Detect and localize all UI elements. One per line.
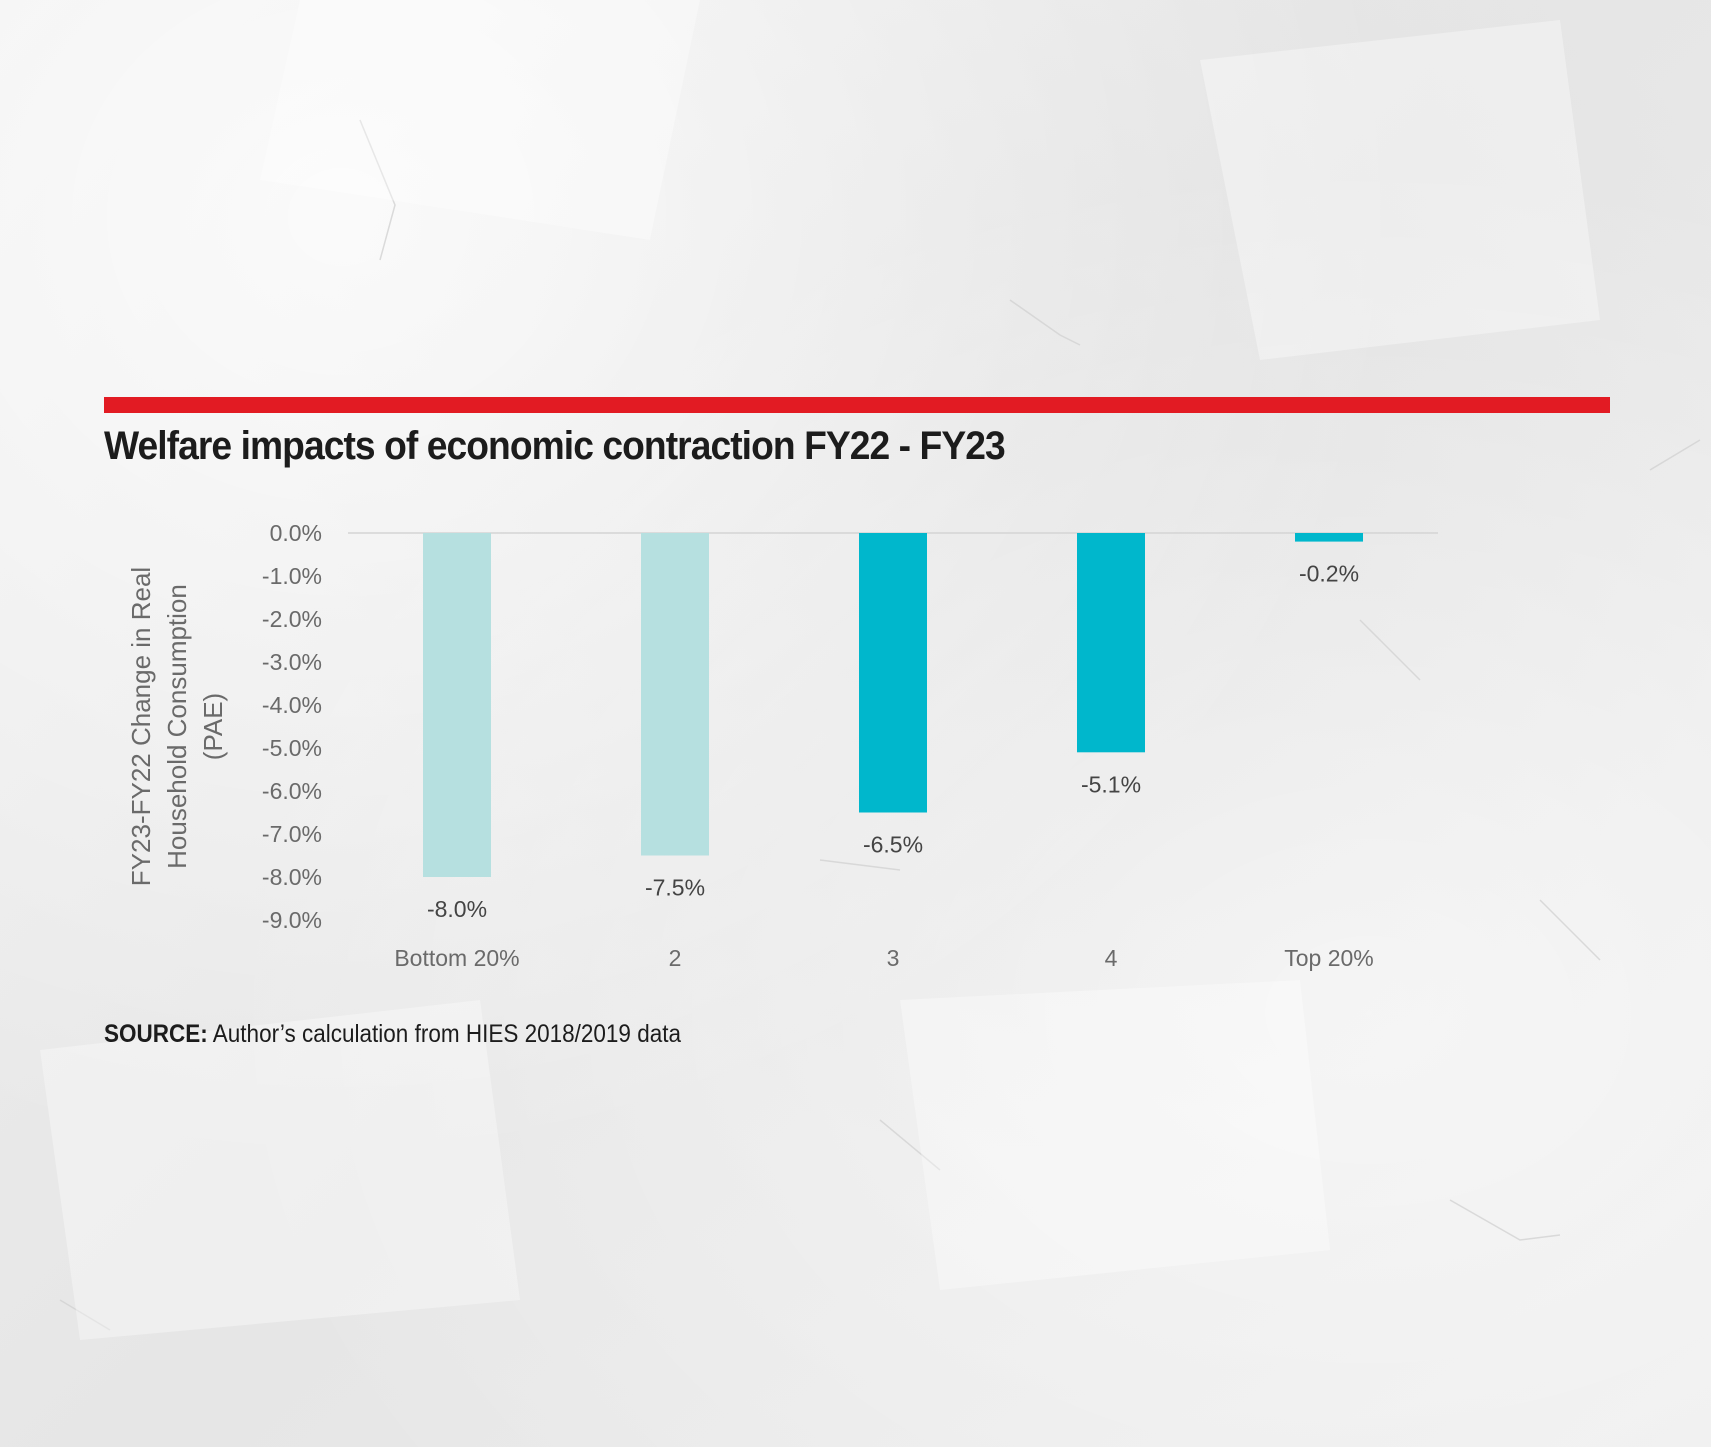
data-label: -7.5% [645,875,705,901]
y-tick-label: -1.0% [262,563,322,589]
source-text: Author’s calculation from HIES 2018/2019… [212,1020,681,1048]
bar [423,533,491,877]
y-tick-label: -9.0% [262,907,322,933]
y-tick-label: 0.0% [270,520,322,546]
x-tick-label: 2 [669,945,682,971]
y-tick-label: -8.0% [262,864,322,890]
data-label: -8.0% [427,896,487,922]
y-axis-title-line: (PAE) [198,693,228,760]
accent-rule [104,397,1610,413]
x-tick-label: Bottom 20% [394,945,519,971]
y-tick-label: -4.0% [262,692,322,718]
x-tick-label: 3 [887,945,900,971]
data-label: -6.5% [863,832,923,858]
y-axis-ticks: 0.0% -1.0% -2.0% -3.0% -4.0% -5.0% -6.0% -7.0% -… [262,520,322,933]
x-tick-label: 4 [1105,945,1118,971]
data-labels: -8.0% -7.5% -6.5% -5.1% -0.2% [427,561,1359,922]
y-axis-title-line: FY23-FY22 Change in Real [126,567,156,886]
x-axis-ticks: Bottom 20% 2 3 4 Top 20% [394,945,1373,971]
bar [1295,533,1363,542]
y-tick-label: -7.0% [262,821,322,847]
y-tick-label: -2.0% [262,606,322,632]
y-axis-label: FY23-FY22 Change in Real Household Consum… [126,567,228,886]
data-label: -5.1% [1081,771,1141,797]
bars [423,533,1363,877]
y-tick-label: -3.0% [262,649,322,675]
data-label: -0.2% [1299,561,1359,587]
bar [641,533,709,856]
bar [1077,533,1145,753]
y-tick-label: -5.0% [262,735,322,761]
bar [859,533,927,813]
source-note: SOURCE: Author’s calculation from HIES 2… [104,1020,681,1049]
chart-title: Welfare impacts of economic contraction … [104,424,1006,468]
y-axis-title-line: Household Consumption [162,584,192,869]
source-label: SOURCE: [104,1020,208,1048]
y-tick-label: -6.0% [262,778,322,804]
x-tick-label: Top 20% [1284,945,1374,971]
